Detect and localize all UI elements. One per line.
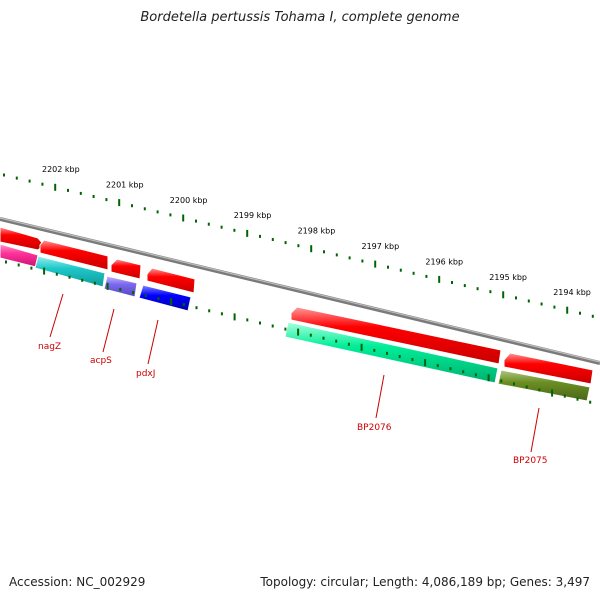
genome-backbone — [0, 217, 600, 365]
scale-label: 2200 kbp — [170, 196, 208, 205]
scale-label: 2195 kbp — [489, 273, 527, 282]
genome-stats-label: Topology: circular; Length: 4,086,189 bp… — [260, 575, 590, 589]
scale-label: 2202 kbp — [42, 165, 80, 174]
scale-label: 2196 kbp — [425, 257, 463, 266]
feature-blue — [138, 284, 192, 312]
outer-scale-ticks — [3, 173, 594, 318]
scale-label: 2199 kbp — [234, 211, 272, 220]
leader-line-nagZ — [49, 293, 64, 338]
leader-line-BP2076 — [375, 374, 385, 419]
feature-slate — [103, 275, 138, 298]
gene-label-acpS: acpS — [90, 356, 112, 366]
forward-gene-1 — [39, 239, 109, 271]
forward-gene-5 — [503, 352, 594, 385]
forward-gene-3 — [146, 267, 196, 294]
scale-label: 2194 kbp — [553, 288, 591, 297]
forward-gene-4 — [290, 306, 502, 365]
gene-label-BP2075: BP2075 — [513, 456, 548, 466]
gene-label-BP2076: BP2076 — [357, 423, 392, 433]
genome-backbone-highlight — [0, 217, 600, 363]
scale-label: 2197 kbp — [362, 242, 400, 251]
feature-green — [284, 321, 499, 384]
gene-label-pdxJ: pdxJ — [136, 369, 155, 379]
accession-label: Accession: NC_002929 — [9, 575, 146, 589]
feature-cyan — [34, 255, 106, 288]
scale-labels: 2202 kbp 2201 kbp 2200 kbp 2199 kbp 2198 kbp… — [42, 165, 591, 297]
scale-label: 2198 kbp — [298, 227, 336, 236]
feature-olive — [497, 369, 591, 402]
scale-label: 2201 kbp — [106, 180, 144, 189]
leader-line-pdxJ — [147, 319, 159, 365]
leader-line-acpS — [102, 308, 115, 353]
leader-line-BP2075 — [530, 407, 540, 453]
forward-gene-2 — [110, 258, 142, 280]
inner-scale-ticks — [5, 260, 592, 404]
map-title: Bordetella pertussis Tohama I, complete … — [140, 10, 460, 25]
gene-label-nagZ: nagZ — [38, 342, 61, 352]
